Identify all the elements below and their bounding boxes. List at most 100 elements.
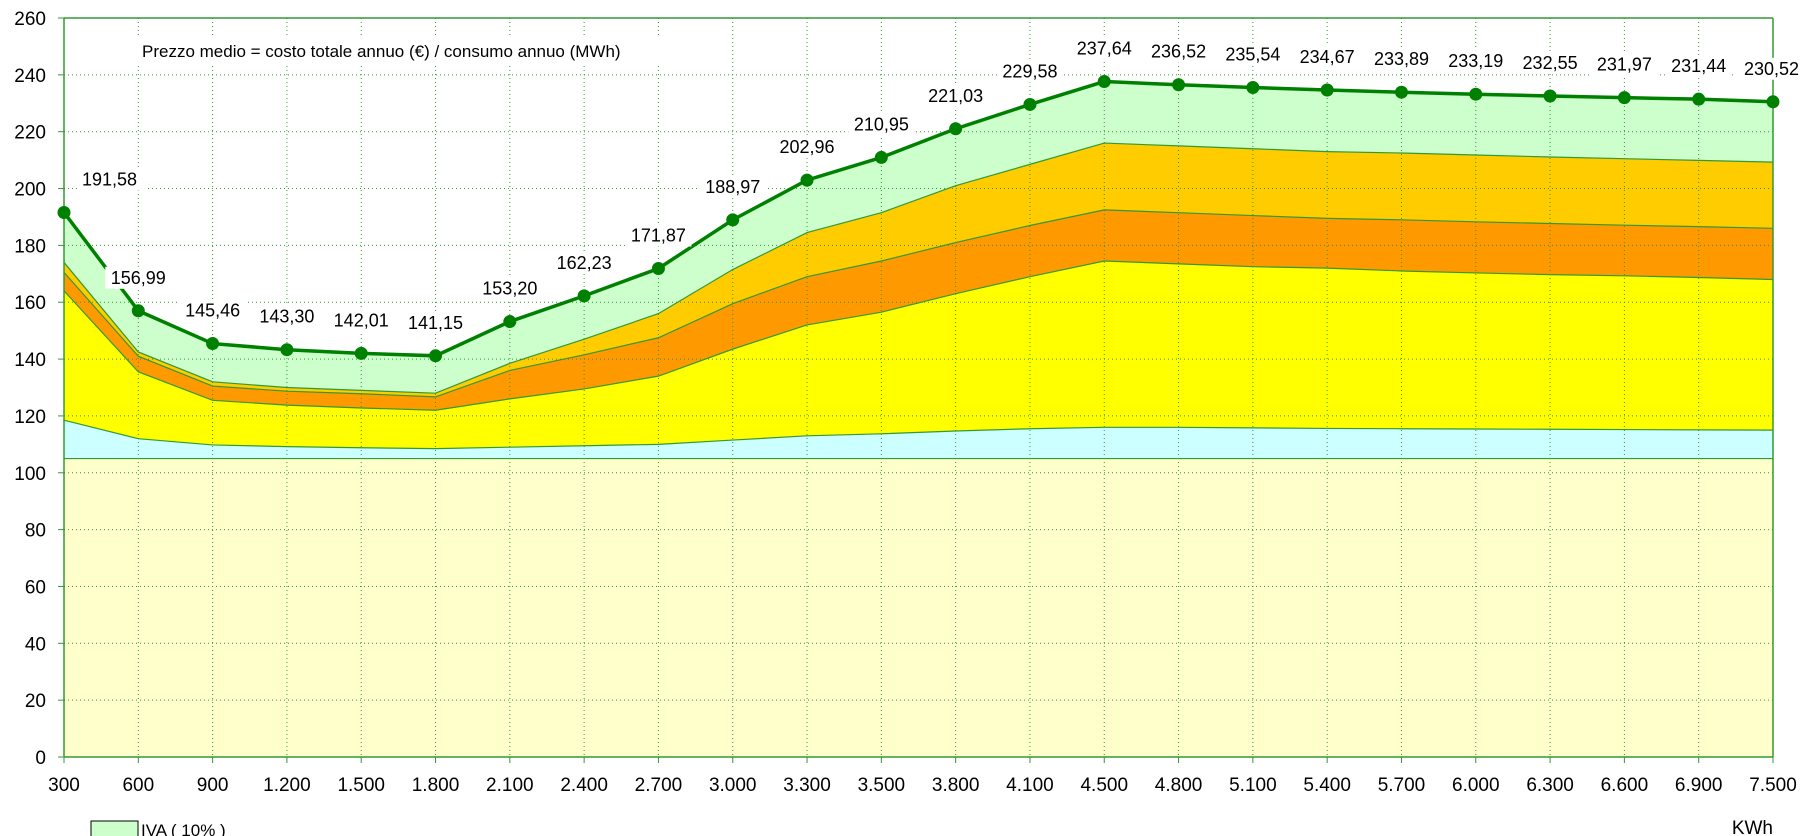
data-label-bg — [328, 309, 395, 332]
data-label-bg — [1517, 52, 1584, 75]
data-label: 188,97 — [705, 177, 760, 197]
x-tick-label: 3.500 — [858, 775, 906, 796]
x-tick-label: 6.900 — [1675, 775, 1723, 796]
data-label: 221,03 — [928, 86, 983, 106]
y-tick-label: 40 — [25, 634, 46, 655]
price-point — [1617, 91, 1631, 105]
x-tick-label: 5.100 — [1229, 775, 1277, 796]
price-point — [726, 213, 740, 227]
data-label-bg — [1736, 57, 1802, 80]
axes: 0 20 40 60 80 100 120 140 160 180 200 220 240 260 300 6… — [14, 9, 1796, 796]
data-label-bg — [253, 305, 320, 328]
price-point — [1097, 75, 1111, 89]
price-point — [429, 349, 443, 363]
x-axis-label: KWh — [1732, 818, 1773, 836]
data-label: 162,23 — [557, 253, 612, 273]
y-tick-label: 180 — [14, 236, 46, 257]
x-tick-label: 2.700 — [635, 775, 683, 796]
area-band-1 — [64, 420, 1773, 459]
price-point — [1320, 83, 1334, 97]
price-point — [800, 173, 814, 187]
data-label-bg — [179, 299, 246, 322]
data-label-bg — [625, 224, 692, 247]
data-label: 210,95 — [854, 114, 909, 134]
x-tick-label: 900 — [197, 775, 229, 796]
x-tick-label: 6.000 — [1452, 775, 1500, 796]
data-labels: 191,58 156,99 145,46 143,30 142,01 141,15 153,… — [79, 37, 1802, 334]
data-label: 153,20 — [482, 279, 537, 299]
data-label: 233,89 — [1374, 49, 1429, 69]
data-label: 145,46 — [185, 301, 240, 321]
x-tick-label: 300 — [48, 775, 80, 796]
data-label-bg — [105, 266, 172, 289]
data-label-bg — [1442, 50, 1509, 73]
price-point — [1394, 85, 1408, 99]
y-tick-label: 220 — [14, 123, 46, 144]
area-boundary-1 — [63, 419, 1774, 450]
legend-label: IVA ( 10% ) — [141, 821, 226, 836]
y-tick-label: 140 — [14, 350, 46, 371]
x-tick-label: 7.500 — [1749, 775, 1797, 796]
data-label: 229,58 — [1002, 61, 1057, 81]
price-point — [206, 337, 220, 351]
x-tick-label: 6.300 — [1526, 775, 1574, 796]
x-tick-label: 2.100 — [486, 775, 534, 796]
data-label: 231,97 — [1597, 55, 1652, 75]
stacked-areas — [63, 81, 1774, 757]
area-band-3 — [64, 209, 1773, 411]
x-tick-label: 4.800 — [1155, 775, 1203, 796]
price-point — [874, 150, 888, 164]
y-tick-label: 240 — [14, 66, 46, 87]
x-tick-label: 1.500 — [337, 775, 385, 796]
data-label: 171,87 — [631, 225, 686, 245]
x-tick-label: 2.400 — [560, 775, 608, 796]
price-point — [1246, 81, 1260, 95]
y-tick-label: 100 — [14, 464, 46, 485]
data-label-bg — [1591, 53, 1658, 76]
y-tick-label: 120 — [14, 407, 46, 428]
price-point — [354, 346, 368, 360]
area-boundary-2 — [63, 260, 1774, 411]
data-label: 156,99 — [111, 268, 166, 288]
data-label-bg — [774, 136, 841, 159]
price-line — [57, 75, 1780, 363]
x-tick-label: 4.500 — [1080, 775, 1128, 796]
price-point — [577, 289, 591, 303]
x-tick-label: 3.800 — [932, 775, 980, 796]
y-tick-label: 200 — [14, 180, 46, 201]
data-label-bg — [922, 84, 989, 107]
price-point — [651, 261, 665, 275]
data-label: 237,64 — [1077, 39, 1132, 59]
data-label: 235,54 — [1225, 45, 1280, 65]
price-point — [1766, 95, 1780, 109]
data-label: 142,01 — [334, 310, 389, 330]
data-label: 141,15 — [408, 313, 463, 333]
price-point — [131, 304, 145, 318]
data-label-bg — [476, 277, 543, 300]
data-label-bg — [1368, 48, 1435, 71]
y-tick-label: 60 — [25, 577, 46, 598]
data-label-bg — [1665, 55, 1732, 78]
y-tick-label: 160 — [14, 293, 46, 314]
legend-swatch — [90, 820, 139, 836]
data-label-bg — [996, 60, 1063, 83]
area-band-0 — [64, 458, 1773, 757]
data-label-bg — [79, 168, 145, 191]
x-tick-label: 600 — [122, 775, 154, 796]
price-point — [949, 122, 963, 136]
data-label-bg — [848, 113, 915, 136]
price-series-line — [62, 79, 1774, 358]
data-label: 202,96 — [780, 137, 835, 157]
y-tick-label: 0 — [35, 748, 46, 769]
area-band-4 — [64, 143, 1773, 397]
x-tick-label: 5.400 — [1303, 775, 1351, 796]
data-label-bg — [699, 175, 766, 198]
x-tick-label: 5.700 — [1378, 775, 1426, 796]
data-label-bg — [1071, 37, 1138, 60]
price-point — [280, 343, 294, 357]
data-label: 143,30 — [259, 307, 314, 327]
y-tick-label: 80 — [25, 521, 46, 542]
x-tick-label: 3.300 — [783, 775, 831, 796]
